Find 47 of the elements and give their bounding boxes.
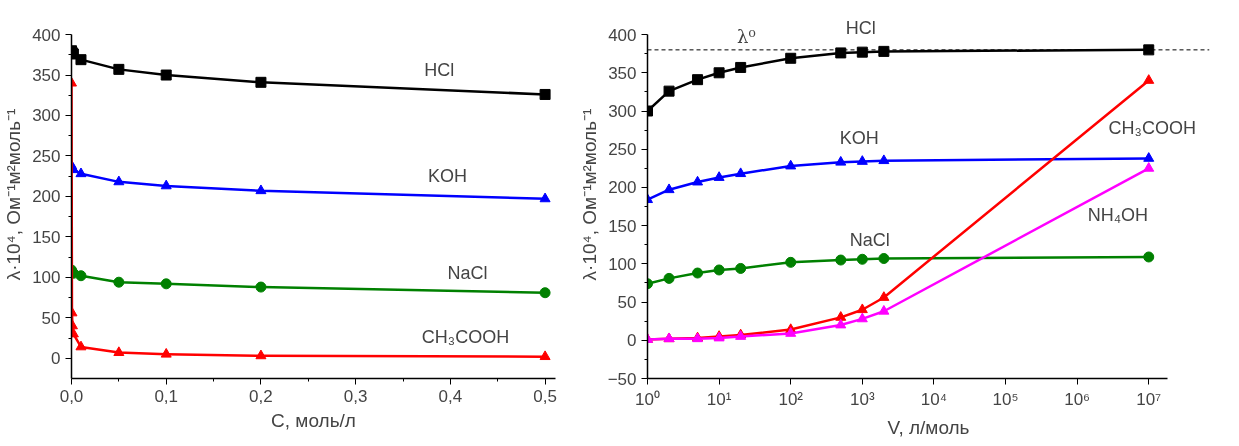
y-tick-label: 150 bbox=[32, 227, 61, 247]
series-label: HCl bbox=[424, 60, 455, 81]
series-label: CH₃COOH bbox=[421, 326, 510, 347]
y-tick-label: −50 bbox=[607, 369, 637, 389]
y-tick-label: 300 bbox=[32, 106, 61, 126]
y-tick-label: 0 bbox=[627, 331, 637, 351]
series-label: KOH bbox=[428, 165, 468, 186]
y-tick-label: 0 bbox=[51, 349, 61, 369]
x-axis-title: C, моль/л bbox=[271, 409, 356, 431]
x-tick-label: 10⁵ bbox=[992, 389, 1019, 409]
y-tick-label: 100 bbox=[608, 254, 637, 274]
series-label: NH₄OH bbox=[1087, 204, 1149, 225]
y-tick-label: 400 bbox=[608, 25, 637, 45]
series-label: CH₃COOH bbox=[1108, 117, 1196, 138]
y-tick-label: 100 bbox=[32, 268, 61, 288]
y-tick-label: 350 bbox=[608, 63, 637, 83]
x-tick-label: 10⁴ bbox=[920, 389, 948, 409]
y-tick-label: 250 bbox=[608, 140, 637, 160]
x-axis-title: V, л/моль bbox=[887, 416, 970, 438]
y-axis-title: λ·10⁴, Ом⁻¹м²моль⁻¹ bbox=[3, 108, 25, 281]
y-tick-label: 400 bbox=[32, 25, 61, 45]
x-tick-label: 10⁰ bbox=[635, 389, 660, 409]
y-tick-label: 350 bbox=[32, 66, 61, 86]
series-label: KOH bbox=[839, 128, 879, 149]
x-tick-label: 10⁷ bbox=[1136, 389, 1162, 409]
x-tick-label: 0,3 bbox=[343, 386, 368, 406]
series-label: HCl bbox=[845, 17, 876, 38]
y-axis-title: λ·10⁴, Ом⁻¹м²моль⁻¹ bbox=[578, 108, 600, 281]
x-tick-label: 0,0 bbox=[59, 386, 84, 406]
x-tick-label: 0,5 bbox=[533, 386, 557, 406]
x-tick-label: 10¹ bbox=[706, 389, 732, 409]
y-tick-label: 150 bbox=[608, 216, 637, 236]
x-tick-label: 0,4 bbox=[438, 386, 463, 406]
x-tick-label: 0,1 bbox=[154, 386, 179, 406]
y-tick-label: 50 bbox=[41, 308, 61, 328]
y-tick-label: 50 bbox=[617, 293, 637, 313]
y-tick-label: 200 bbox=[608, 178, 637, 198]
x-tick-label: 0,2 bbox=[249, 386, 273, 406]
series-label: NaCl bbox=[447, 263, 488, 284]
series-label: NaCl bbox=[849, 230, 890, 251]
x-tick-label: 10⁶ bbox=[1064, 389, 1091, 409]
ref-line-label: λ⁰ bbox=[737, 25, 756, 47]
y-tick-label: 200 bbox=[32, 187, 61, 207]
y-tick-label: 250 bbox=[32, 146, 61, 166]
y-tick-label: 300 bbox=[608, 102, 637, 121]
x-tick-label: 10³ bbox=[850, 389, 875, 409]
x-tick-label: 10² bbox=[778, 389, 804, 409]
